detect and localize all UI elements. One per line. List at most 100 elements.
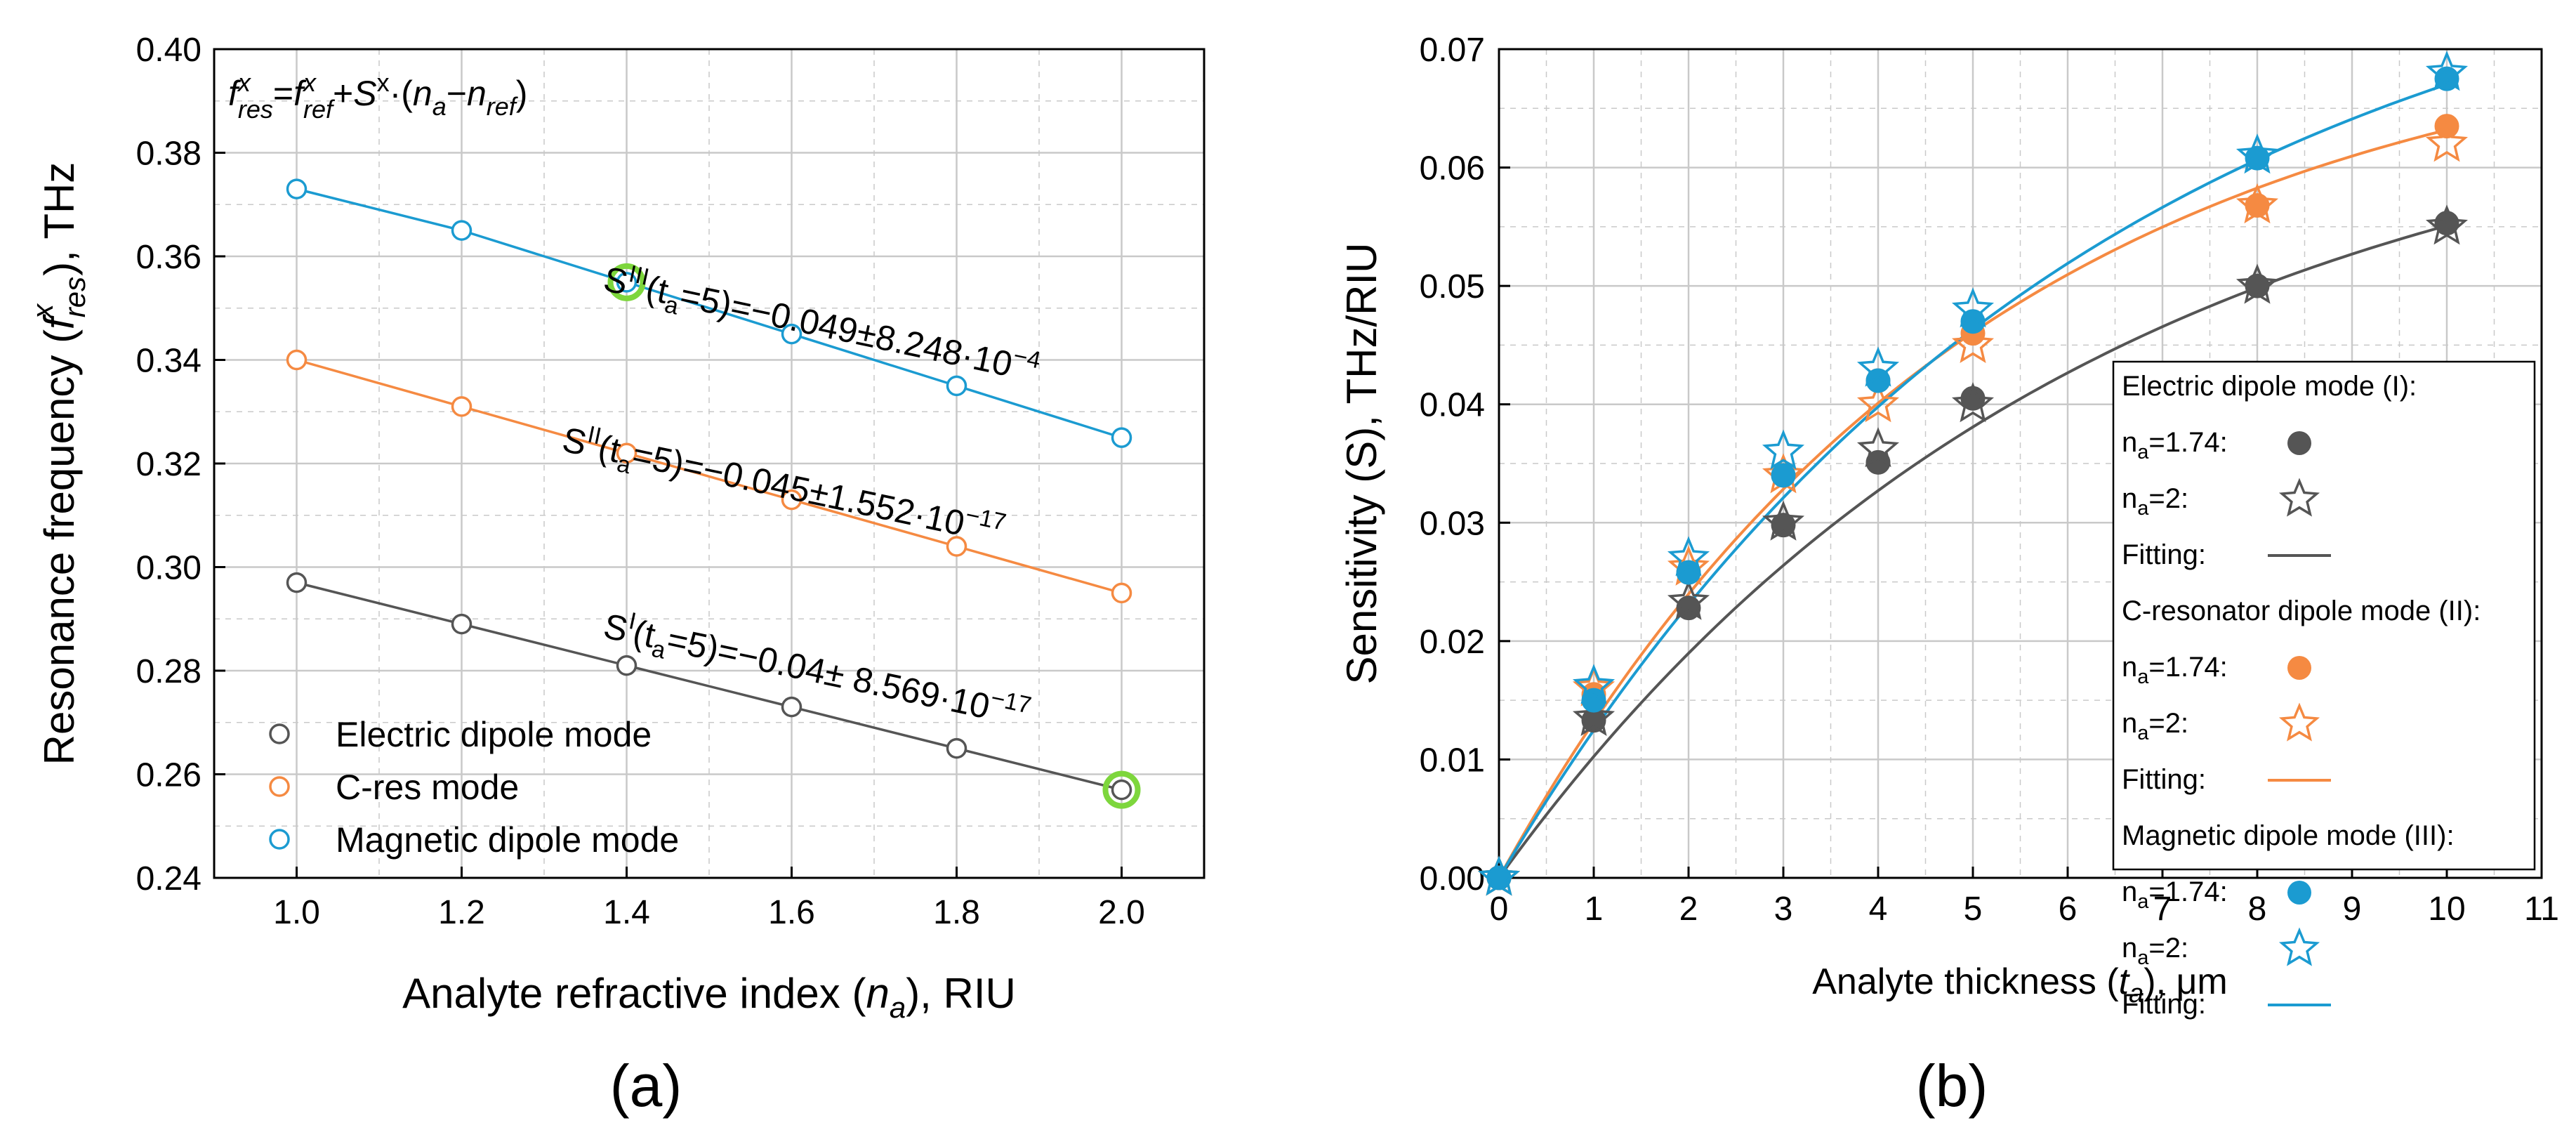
b-xtick-label: 1 — [1585, 890, 1604, 928]
b-xtick-label: 0 — [1490, 890, 1509, 928]
b-point-circle-magnetic — [1865, 368, 1891, 393]
b-point-star-electric — [2425, 204, 2469, 245]
a-ytick-label: 0.28 — [136, 653, 202, 690]
a-legend-label: Magnetic dipole mode — [336, 820, 679, 860]
b-xtick-label: 7 — [2153, 890, 2172, 928]
b-ticks: 0.00 0.01 0.02 0.03 0.04 0.05 0.06 0.07 0 1 2 3 4 5 6 7… — [1420, 32, 2559, 928]
a-ytick-label: 0.36 — [136, 239, 202, 276]
a-point-magnetic — [946, 375, 967, 397]
b-point-star-cres — [1951, 322, 1995, 363]
b-point-star-magnetic — [1856, 346, 1900, 387]
b-xtick-label: 6 — [2059, 890, 2078, 928]
b-legend-row-label: na=2: — [2122, 708, 2188, 744]
b-xtick-label: 4 — [1869, 890, 1888, 928]
b-xtick-label: 5 — [1964, 890, 1983, 928]
a-point-magnetic — [781, 323, 802, 345]
b-point-circle-electric — [1771, 513, 1796, 538]
b-legend-row-label: na=1.74: — [2122, 427, 2228, 464]
a-point-magnetic — [451, 220, 473, 241]
a-highlight-ring — [607, 263, 646, 301]
b-point-star-electric — [2235, 263, 2279, 304]
b-legend-marker-circle — [2287, 656, 2311, 680]
b-legend-row-label: Fitting: — [2122, 764, 2206, 795]
b-legend-marker-star — [2278, 478, 2320, 517]
a-sensitivity-annotation: SII(ta=5)=−0.045±1.552·10−17 — [557, 416, 1008, 558]
b-legend-box — [2112, 360, 2536, 871]
a-point-cres — [616, 442, 638, 464]
b-point-star-magnetic — [2425, 51, 2469, 91]
b-points — [1477, 51, 2469, 896]
b-point-star-magnetic — [1762, 429, 1805, 470]
panel-a: 0.24 0.26 0.28 0.30 0.32 0.34 0.36 0.38 0.40 1.0 1… — [26, 32, 1206, 1119]
b-xtick-label: 8 — [2248, 890, 2267, 928]
a-point-cres — [946, 536, 967, 557]
a-xtick-label: 2.0 — [1098, 894, 1145, 931]
a-formula: fx res=fx ref+Sx·(na−nref) — [228, 68, 527, 124]
b-plot-frame — [1498, 48, 2543, 879]
b-ytick-label: 0.00 — [1420, 860, 1485, 898]
a-ytick-label: 0.32 — [136, 446, 202, 483]
a-legend-marker-cres — [269, 776, 290, 797]
a-sensitivity-annotation: SIII(ta=5)=−0.049±8.248·10−4 — [599, 256, 1043, 396]
b-point-star-cres — [2425, 121, 2469, 162]
b-point-star-cres — [2235, 183, 2279, 224]
b-point-star-electric — [1951, 382, 1995, 423]
b-legend-group-title: Electric dipole mode (I): — [2122, 371, 2417, 402]
b-point-star-magnetic — [1477, 855, 1521, 896]
b-point-star-cres — [1856, 382, 1900, 423]
b-xtick-label: 3 — [1774, 890, 1793, 928]
b-point-circle-magnetic — [1771, 463, 1796, 488]
b-legend-row-label: na=1.74: — [2122, 652, 2228, 688]
a-xtick-label: 1.6 — [768, 894, 815, 931]
a-ytick-label: 0.34 — [136, 343, 202, 380]
a-point-electric — [781, 696, 802, 718]
a-series — [286, 178, 1132, 801]
a-point-cres — [1111, 582, 1132, 604]
a-xtick-label: 1.2 — [438, 894, 485, 931]
b-ytick-label: 0.04 — [1420, 387, 1485, 424]
a-highlight-ring — [1102, 770, 1141, 809]
b-fit-curve-electric — [1498, 224, 2448, 879]
a-point-electric — [451, 613, 473, 635]
a-xlabel: Analyte refractive index (na), RIU — [402, 970, 1016, 1024]
b-point-star-electric — [1667, 579, 1710, 620]
a-point-cres — [286, 349, 308, 371]
b-xtick-label: 11 — [2524, 890, 2559, 928]
b-legend-row-label: na=1.74: — [2122, 876, 2228, 913]
b-point-star-electric — [1762, 500, 1805, 541]
a-xtick-label: 1.4 — [603, 894, 650, 931]
b-legend-marker-circle — [2287, 881, 2311, 905]
b-point-star-electric — [1572, 695, 1616, 736]
b-legend-group-title: C-resonator dipole mode (II): — [2122, 596, 2481, 626]
b-ytick-label: 0.02 — [1420, 624, 1485, 661]
b-point-circle-magnetic — [2245, 145, 2270, 171]
b-point-circle-electric — [1865, 449, 1891, 475]
b-legend-row-label: Fitting: — [2122, 989, 2206, 1020]
b-xtick-label: 2 — [1679, 890, 1698, 928]
a-legend-label: C-res mode — [336, 768, 519, 807]
a-ylabel: Resonance frequency (fresx), THz — [26, 162, 91, 765]
a-point-electric — [1111, 779, 1132, 801]
a-sensitivity-annotation: SI(ta=5)=−0.04± 8.569·10−17 — [599, 603, 1033, 741]
b-legend-row-label: na=2: — [2122, 933, 2188, 969]
b-ytick-label: 0.07 — [1420, 32, 1485, 69]
a-series-line-electric — [296, 581, 1122, 791]
a-point-cres — [781, 489, 802, 511]
b-legend-marker-star — [2278, 927, 2320, 966]
b-point-star-magnetic — [1667, 536, 1710, 577]
b-ytick-label: 0.01 — [1420, 742, 1485, 779]
a-legend-label: Electric dipole mode — [336, 715, 652, 754]
b-legend-marker-star — [2278, 702, 2320, 742]
b-xlabel: Analyte thickness (ta), μm — [1812, 961, 2228, 1008]
a-xtick-label: 1.8 — [933, 894, 980, 931]
b-ytick-label: 0.06 — [1420, 150, 1485, 188]
a-legend: Electric dipole mode C-res mode Magnetic d… — [269, 715, 679, 860]
b-panel-label: (b) — [1916, 1053, 1988, 1119]
b-ytick-label: 0.05 — [1420, 268, 1485, 305]
b-legend-marker-circle — [2287, 431, 2311, 455]
a-point-magnetic — [1111, 427, 1132, 448]
b-ytick-label: 0.03 — [1420, 505, 1485, 542]
a-ytick-label: 0.38 — [136, 136, 202, 173]
a-point-magnetic — [616, 272, 638, 293]
a-point-cres — [451, 396, 473, 417]
